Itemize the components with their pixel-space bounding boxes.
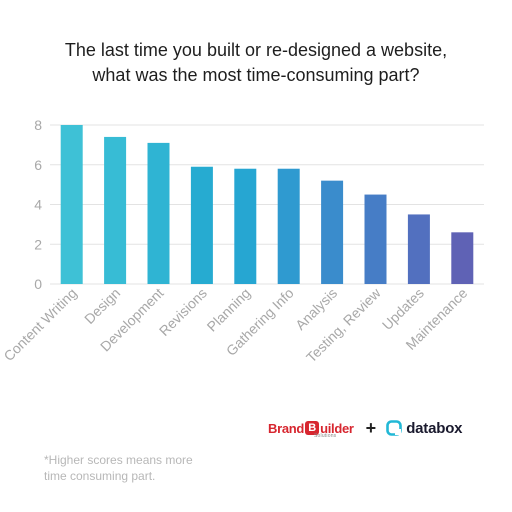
footnote: *Higher scores means more time consuming…: [44, 452, 244, 484]
y-tick-label: 0: [34, 276, 42, 292]
bar: [451, 232, 474, 284]
chart-title-line-2: what was the most time-consuming part?: [92, 65, 420, 85]
brand-builder-logo-text-1: Brand: [268, 420, 305, 436]
y-tick-label: 6: [34, 157, 42, 173]
brand-builder-subtitle: Solutions: [314, 433, 337, 439]
footnote-line-1: *Higher scores means more: [44, 453, 193, 467]
footnote-line-2: time consuming part.: [44, 469, 156, 483]
databox-icon: [386, 420, 402, 436]
x-tick-label: Design: [81, 285, 123, 327]
x-tick-label: Testing, Review: [303, 284, 384, 365]
bar: [407, 214, 430, 284]
bar: [277, 168, 300, 284]
brand-builder-logo: Brand B uilder: [268, 421, 354, 436]
chart-title-line-1: The last time you built or re-designed a…: [64, 40, 448, 60]
bar: [60, 125, 83, 284]
bar: [104, 136, 127, 284]
y-tick-label: 2: [34, 236, 42, 252]
bar: [234, 168, 257, 284]
x-tick-label: Content Writing: [0, 285, 79, 364]
bar: [147, 142, 170, 284]
y-tick-label: 8: [34, 117, 42, 133]
databox-logo-text: databox: [406, 419, 463, 437]
brand-builder-logo-text-2: uilder: [320, 420, 354, 436]
x-tick-label: Revisions: [156, 285, 210, 339]
bar: [321, 180, 344, 284]
chart-title: The last time you built or re-designed a…: [0, 38, 512, 88]
plus-sign: +: [365, 417, 377, 438]
bar: [190, 166, 213, 284]
brand-builder-b-icon: B: [305, 421, 320, 435]
bar: [364, 194, 387, 284]
y-tick-label: 4: [34, 197, 42, 213]
partner-logos: Brand B uilder Solutions + databox: [268, 416, 463, 440]
